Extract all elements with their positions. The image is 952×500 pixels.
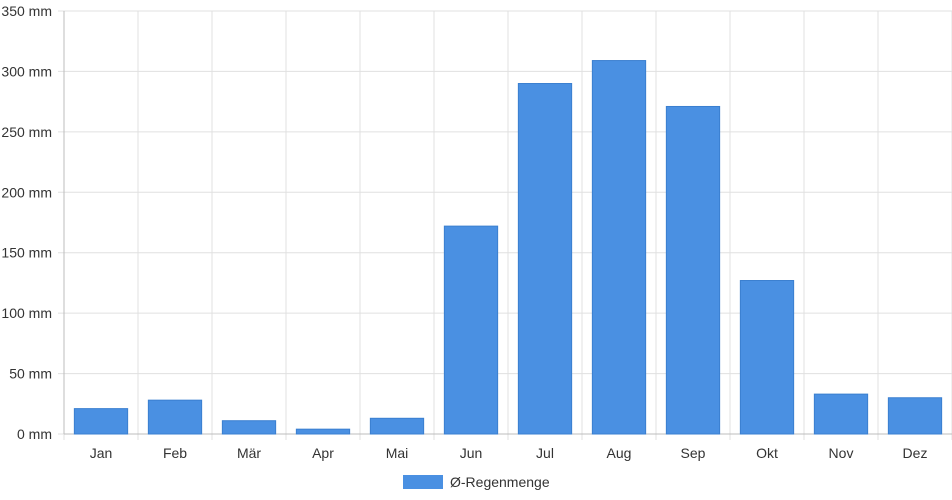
x-tick-label: Mär <box>237 445 261 461</box>
x-tick-label: Jun <box>460 445 483 461</box>
y-tick-label: 100 mm <box>1 305 52 321</box>
legend-swatch <box>403 475 443 489</box>
bar-jun[interactable] <box>443 225 499 435</box>
y-tick-label: 250 mm <box>1 124 52 140</box>
y-tick-label: 0 mm <box>17 426 52 442</box>
y-tick-label: 350 mm <box>1 3 52 19</box>
grid <box>58 10 952 440</box>
bar-nov[interactable] <box>813 393 869 435</box>
y-tick-label: 300 mm <box>1 63 52 79</box>
x-tick-label: Jan <box>90 445 113 461</box>
y-tick-label: 200 mm <box>1 184 52 200</box>
x-axis-ticks: Jan Feb Mär Apr Mai Jun Jul Aug Sep Okt Nov Dez <box>90 445 928 461</box>
x-tick-label: Mai <box>386 445 409 461</box>
bar-mai[interactable] <box>369 417 425 435</box>
y-tick-label: 150 mm <box>1 245 52 261</box>
legend[interactable]: Ø-Regenmenge <box>403 474 550 490</box>
bar-sep[interactable] <box>665 105 721 435</box>
x-tick-label: Jul <box>536 445 554 461</box>
y-tick-label: 50 mm <box>9 366 52 382</box>
bars <box>73 60 943 435</box>
x-tick-label: Sep <box>681 445 706 461</box>
x-tick-label: Feb <box>163 445 187 461</box>
bar-feb[interactable] <box>147 399 203 435</box>
x-tick-label: Apr <box>312 445 334 461</box>
bar-apr[interactable] <box>295 428 351 435</box>
x-tick-label: Nov <box>829 445 854 461</box>
bar-jul[interactable] <box>517 83 573 435</box>
y-axis-ticks: 0 mm 50 mm 100 mm 150 mm 200 mm 250 mm 300 mm 3… <box>1 3 52 442</box>
bar-jan[interactable] <box>73 408 129 435</box>
bar-aug[interactable] <box>591 60 647 435</box>
legend-label: Ø-Regenmenge <box>450 474 550 490</box>
x-tick-label: Okt <box>756 445 778 461</box>
bar-okt[interactable] <box>739 280 795 435</box>
bar-mär[interactable] <box>221 420 277 435</box>
x-tick-label: Aug <box>607 445 632 461</box>
x-tick-label: Dez <box>903 445 928 461</box>
bar-dez[interactable] <box>887 397 943 435</box>
